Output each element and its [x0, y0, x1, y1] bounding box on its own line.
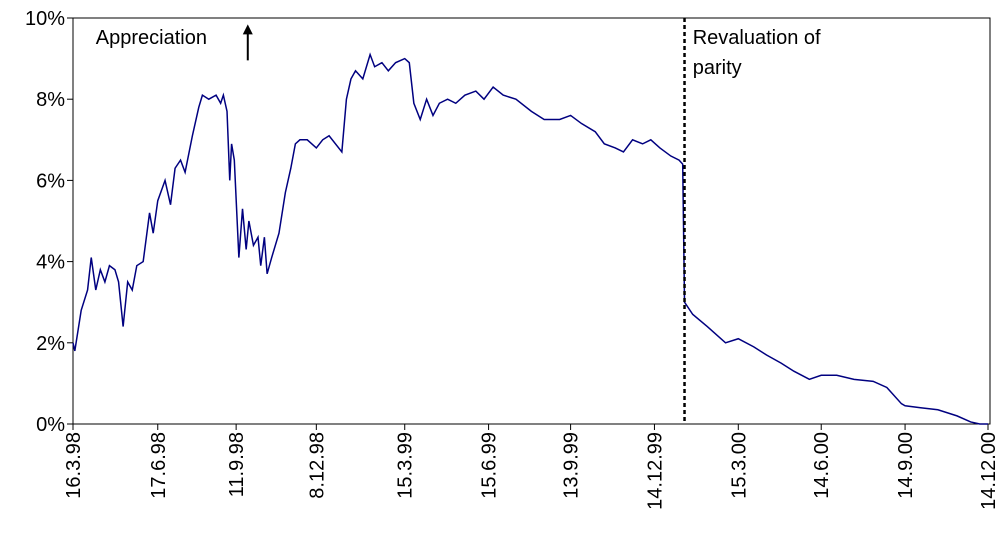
y-tick-label: 4%: [36, 252, 65, 274]
x-tick-label: 8.12.98: [306, 432, 328, 499]
x-tick-label: 14.9.00: [895, 432, 917, 499]
annotation: Revaluation of parity: [692, 27, 821, 80]
y-tick-label: 10%: [25, 8, 65, 30]
x-tick-label: 11.9.98: [226, 432, 248, 497]
y-tick-label: 0%: [36, 414, 65, 436]
x-tick-label: 15.6.99: [479, 432, 501, 499]
x-tick-label: 16.3.98: [63, 432, 85, 499]
y-tick-label: 6%: [36, 170, 65, 192]
x-tick-label: 14.6.00: [811, 432, 833, 499]
arrow-head: [242, 24, 253, 35]
x-tick-label: 14.12.99: [644, 432, 666, 510]
y-tick-label: 8%: [36, 89, 65, 111]
x-tick-label: 15.3.00: [728, 432, 750, 499]
y-tick-label: 2%: [36, 333, 65, 355]
data-line: [72, 52, 988, 425]
x-tick-label: 13.9.99: [561, 432, 583, 499]
x-tick-label: 14.12.00: [978, 432, 1000, 510]
plot-frame: [72, 17, 991, 425]
x-tick-label: 15.3.99: [395, 432, 417, 499]
annotation: Appreciation: [95, 27, 207, 50]
x-tick-label: 17.6.98: [148, 432, 170, 499]
